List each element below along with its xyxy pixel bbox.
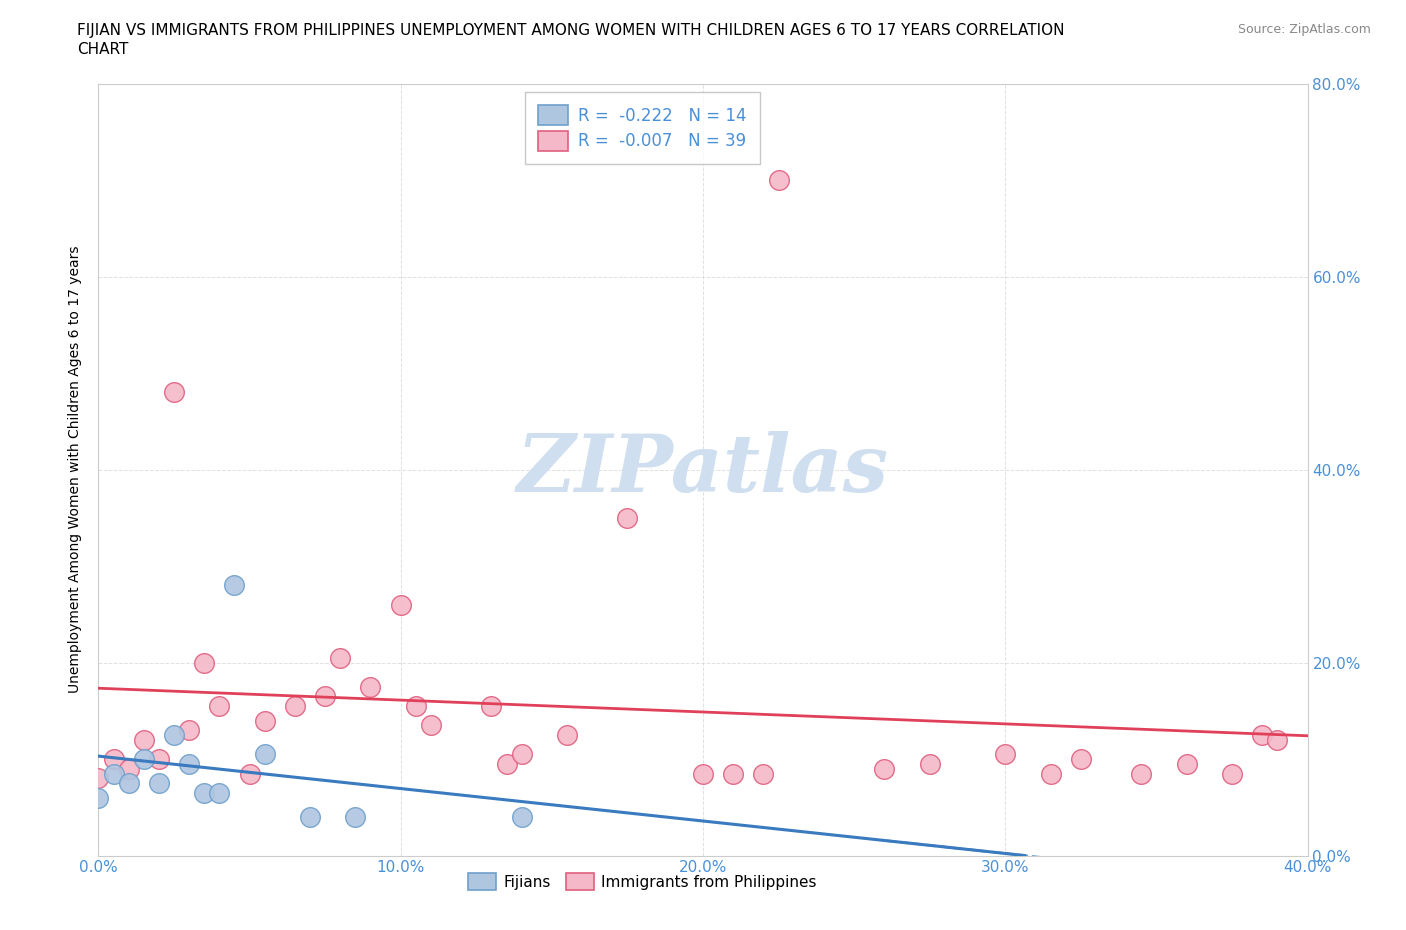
Text: FIJIAN VS IMMIGRANTS FROM PHILIPPINES UNEMPLOYMENT AMONG WOMEN WITH CHILDREN AGE: FIJIAN VS IMMIGRANTS FROM PHILIPPINES UN… [77,23,1064,38]
Text: CHART: CHART [77,42,129,57]
Point [148,751,170,766]
Point [510,809,533,825]
Point [193,786,215,801]
Point [510,747,533,762]
Point [148,776,170,790]
Point [163,385,186,400]
Point [103,766,125,781]
Point [1175,756,1198,771]
Point [1070,751,1092,766]
Point [284,698,307,713]
Y-axis label: Unemployment Among Women with Children Ages 6 to 17 years: Unemployment Among Women with Children A… [69,246,83,694]
Point [723,766,745,781]
Point [481,698,503,713]
Point [253,713,276,728]
Text: ZIPatlas: ZIPatlas [517,431,889,509]
Point [132,733,155,748]
Point [1039,766,1062,781]
Point [87,771,110,786]
Point [132,751,155,766]
Point [360,679,382,694]
Point [253,747,276,762]
Point [389,597,412,612]
Point [555,727,578,742]
Point [239,766,262,781]
Point [495,756,517,771]
Point [208,698,231,713]
Point [616,511,638,525]
Point [344,809,367,825]
Point [768,173,790,188]
Point [918,756,941,771]
Point [163,727,186,742]
Text: Source: ZipAtlas.com: Source: ZipAtlas.com [1237,23,1371,36]
Point [193,656,215,671]
Point [299,809,322,825]
Point [118,762,141,777]
Point [179,723,201,737]
Point [752,766,775,781]
Point [224,578,246,593]
Point [994,747,1017,762]
Point [314,689,336,704]
Point [420,718,443,733]
Point [873,762,896,777]
Legend: Fijians, Immigrants from Philippines: Fijians, Immigrants from Philippines [461,865,824,898]
Point [118,776,141,790]
Point [1130,766,1153,781]
Point [329,650,352,665]
Point [1220,766,1243,781]
Point [405,698,427,713]
Point [1267,733,1289,748]
Point [179,756,201,771]
Point [87,790,110,805]
Point [1251,727,1274,742]
Point [103,751,125,766]
Point [208,786,231,801]
Point [692,766,714,781]
